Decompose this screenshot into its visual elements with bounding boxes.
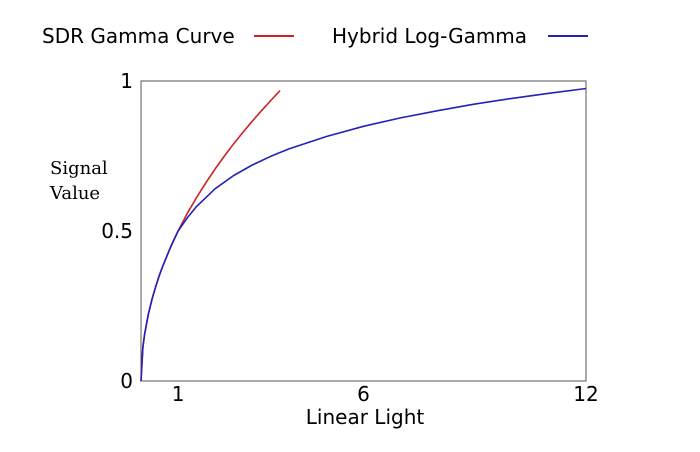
y-tick-label: 1 <box>120 69 133 93</box>
x-tick-labels: 1 6 12 <box>172 382 599 406</box>
series-line-sdr-gamma <box>140 90 281 382</box>
legend-label-sdr: SDR Gamma Curve <box>42 24 235 48</box>
y-axis-label-line-2: Value <box>49 183 100 204</box>
series-line-hybrid-log-gamma <box>140 87 587 382</box>
y-tick-label: 0.5 <box>101 219 133 243</box>
series-layer <box>140 87 587 382</box>
legend-label-hlg: Hybrid Log-Gamma <box>332 24 527 48</box>
y-tick-label: 0 <box>120 369 133 393</box>
plot-area-frame <box>140 80 587 382</box>
x-axis-label: Linear Light <box>306 405 425 429</box>
y-tick-labels: 00.51 <box>101 69 133 393</box>
x-tick-label: 12 <box>573 382 598 406</box>
legend: SDR Gamma Curve Hybrid Log-Gamma <box>42 24 588 48</box>
y-axis-label-line-1: Signal <box>50 158 108 179</box>
x-tick-label: 1 <box>172 382 185 406</box>
x-tick-label: 6 <box>357 382 370 406</box>
